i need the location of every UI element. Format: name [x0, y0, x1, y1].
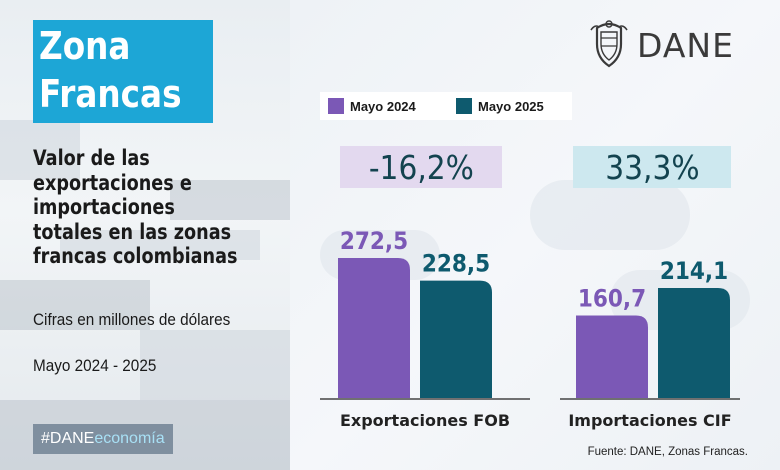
- category-label: Importaciones CIF: [568, 411, 731, 430]
- background-building: [60, 230, 260, 260]
- data-label: 272,5: [340, 228, 408, 255]
- subtitle-line: Valor de las: [33, 146, 150, 170]
- title-line-1: Zona: [39, 24, 131, 68]
- map-decoration: [530, 180, 690, 250]
- title-box: Zona Francas: [33, 20, 213, 123]
- units-note: Cifras en millones de dólares: [33, 310, 231, 329]
- data-label: 214,1: [660, 258, 728, 285]
- subtitle-line: totales en las zonas: [33, 219, 232, 244]
- legend-swatch-2025: [456, 98, 472, 114]
- bar-2024-imports: [576, 315, 648, 398]
- legend-item-2024: Mayo 2024: [328, 98, 416, 114]
- background-building: [170, 180, 290, 220]
- subtitle-line: exportaciones e: [33, 170, 192, 195]
- legend-swatch-2024: [328, 98, 344, 114]
- change-value-exports: -16,2%: [368, 147, 474, 187]
- dane-logo: DANE: [587, 18, 757, 74]
- background-building: [140, 330, 290, 400]
- left-panel: Zona Francas Valor de las exportaciones …: [0, 0, 290, 470]
- period-label: Mayo 2024 - 2025: [33, 356, 157, 375]
- hashtag-part-2: economía: [94, 430, 165, 447]
- bar-2025-exports: [420, 280, 492, 398]
- hashtag-part-1: #DANE: [41, 430, 95, 447]
- bar-2024-exports: [338, 258, 410, 398]
- subtitle-line: francas colombianas: [33, 244, 238, 268]
- change-value-imports: 33,3%: [604, 147, 700, 187]
- legend: Mayo 2024 Mayo 2025: [320, 92, 572, 120]
- category-label: Exportaciones FOB: [340, 411, 510, 430]
- source-note: Fuente: DANE, Zonas Francas.: [587, 446, 748, 458]
- background-building: [0, 280, 150, 330]
- coat-of-arms-icon: [590, 20, 628, 68]
- subtitle: Valor de las exportaciones e importacion…: [33, 146, 243, 269]
- hashtag-badge: #DANE economía: [33, 424, 173, 454]
- change-box-imports: 33,3%: [573, 146, 731, 188]
- title-line-2: Francas: [39, 72, 182, 116]
- bar-chart: 272,5 228,5 Exportaciones FOB 160,7 214,1 Imp…: [320, 228, 740, 430]
- background-building: [0, 120, 80, 180]
- legend-item-2025: Mayo 2025: [456, 98, 544, 114]
- legend-label-2025: Mayo 2025: [478, 98, 544, 114]
- logo-text: DANE: [637, 26, 734, 65]
- data-label: 228,5: [422, 251, 490, 278]
- legend-label-2024: Mayo 2024: [350, 98, 416, 114]
- bar-2025-imports: [658, 288, 730, 398]
- subtitle-line: importaciones: [33, 195, 175, 219]
- change-box-exports: -16,2%: [340, 146, 502, 188]
- data-label: 160,7: [578, 285, 646, 312]
